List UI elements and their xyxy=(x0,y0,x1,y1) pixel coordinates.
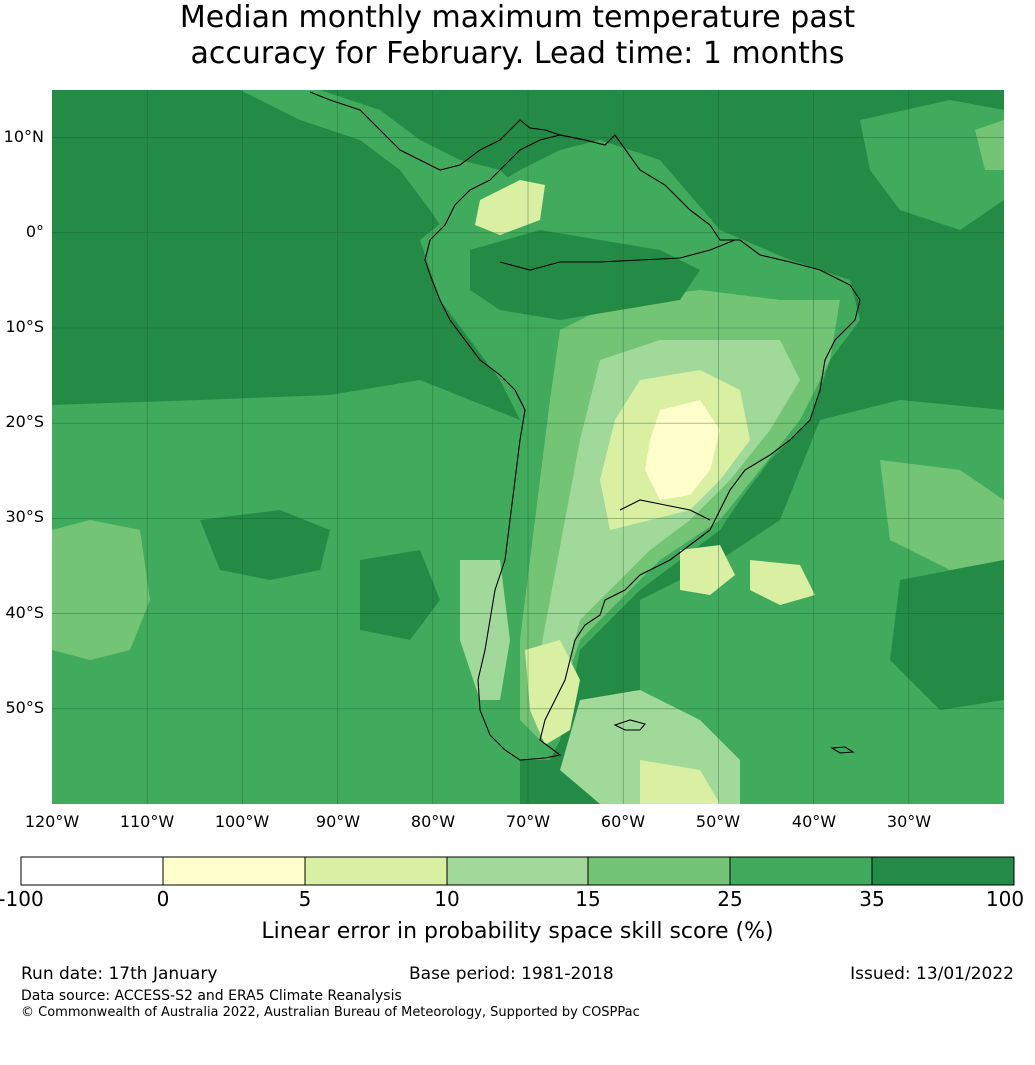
skill-region-pacific-lighter xyxy=(52,520,150,660)
colorbar-tick-25: 25 xyxy=(717,887,743,911)
colorbar-tick-100: 100 xyxy=(985,887,1025,911)
coastline-amazon-river xyxy=(499,239,736,271)
lon-label-90w: 90°W xyxy=(315,812,361,831)
issued-date: Issued: 13/01/2022 xyxy=(850,964,1014,984)
colorbar-bin-7 xyxy=(872,857,1014,885)
title-line-1: Median monthly maximum temperature past xyxy=(179,0,856,35)
coastline-falklands xyxy=(613,719,646,731)
skill-region-continent-palest xyxy=(645,400,720,500)
skill-region-pacific-dark-patch-2 xyxy=(360,550,440,640)
skill-region-patagonia-pale xyxy=(525,640,580,745)
colorbar-bin-5 xyxy=(588,857,730,885)
colorbar-bin-6 xyxy=(730,857,872,885)
title-line-2: accuracy for February. Lead time: 1 mont… xyxy=(190,36,845,71)
colorbar-frame xyxy=(20,856,1015,886)
colorbar-label: Linear error in probability space skill … xyxy=(261,919,774,944)
lat-label-50s: 50°S xyxy=(5,698,44,717)
lon-label-50w: 50°W xyxy=(695,812,741,831)
lat-label-30s: 30°S xyxy=(5,507,44,526)
colorbar-tick-35: 35 xyxy=(859,887,885,911)
lat-label-20s: 20°S xyxy=(5,412,44,431)
skill-region-andes-light xyxy=(460,560,510,700)
lat-label-0: 0° xyxy=(25,222,44,241)
lon-label-60w: 60°W xyxy=(600,812,646,831)
skill-region-atlantic-north-light xyxy=(975,120,1004,170)
lat-label-10s: 10°S xyxy=(5,317,44,336)
lon-label-70w: 70°W xyxy=(505,812,551,831)
lon-label-40w: 40°W xyxy=(791,812,837,831)
colorbar xyxy=(20,856,1015,886)
colorbar-bin-2 xyxy=(163,857,305,885)
lon-label-120w: 120°W xyxy=(24,812,80,831)
skill-region-amazon-dark xyxy=(470,230,700,320)
coastline-parana-river xyxy=(619,499,711,521)
skill-region-pacific-band xyxy=(52,380,520,804)
colorbar-tick-neg100: -100 xyxy=(0,887,44,911)
skill-region-pampas-pale xyxy=(680,545,735,595)
map-field xyxy=(52,90,1004,804)
lon-label-80w: 80°W xyxy=(410,812,456,831)
coastline-south-georgia xyxy=(830,746,855,754)
coastline-south-america xyxy=(424,134,861,761)
colorbar-tick-5: 5 xyxy=(298,887,312,911)
skill-region-pacific-dark-patch xyxy=(200,510,330,580)
skill-region-venezuela-pale xyxy=(475,180,545,235)
skill-region-atlantic-north xyxy=(860,100,1004,230)
colorbar-bin-1 xyxy=(21,857,163,885)
map-canvas xyxy=(20,90,1015,886)
skill-region-patagonia-shelf-pale xyxy=(640,760,720,804)
skill-region-atlantic-dark xyxy=(890,560,1004,710)
colorbar-tick-10: 10 xyxy=(434,887,460,911)
colorbar-tick-0: 0 xyxy=(156,887,170,911)
lon-label-30w: 30°W xyxy=(886,812,932,831)
data-source: Data source: ACCESS-S2 and ERA5 Climate … xyxy=(21,988,402,1004)
map-title: Median monthly maximum temperature past … xyxy=(0,0,1035,72)
lon-label-100w: 100°W xyxy=(214,812,270,831)
run-date: Run date: 17th January xyxy=(21,964,218,984)
gridlines xyxy=(52,90,1004,804)
colorbar-bin-4 xyxy=(447,857,588,885)
coastlines xyxy=(309,91,861,761)
skill-region-south-atlantic-pale xyxy=(750,560,815,605)
lat-label-40s: 40°S xyxy=(5,603,44,622)
colorbar-bin-3 xyxy=(305,857,447,885)
base-period: Base period: 1981-2018 xyxy=(409,964,614,984)
skill-region-atlantic-light xyxy=(880,460,1004,570)
lat-label-10n: 10°N xyxy=(3,127,44,146)
copyright: © Commonwealth of Australia 2022, Austra… xyxy=(21,1005,640,1020)
lon-label-110w: 110°W xyxy=(119,812,175,831)
colorbar-tick-15: 15 xyxy=(575,887,601,911)
